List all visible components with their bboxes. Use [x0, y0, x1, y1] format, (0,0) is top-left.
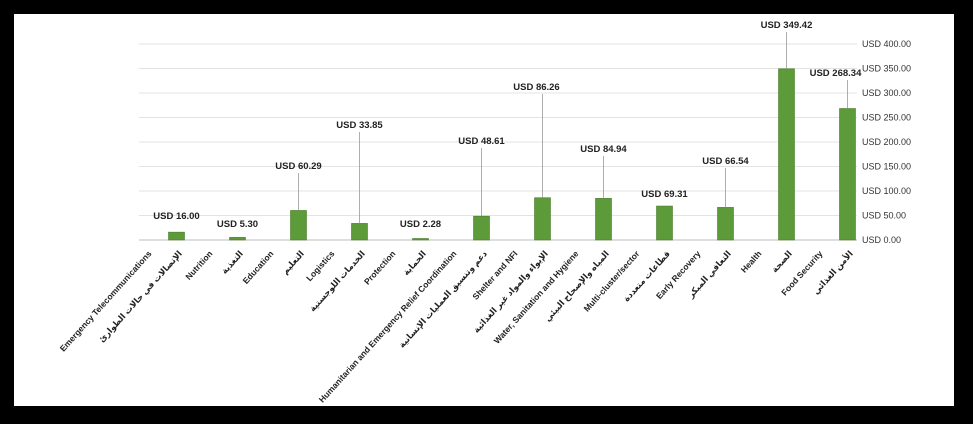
data-label: USD 48.61	[458, 136, 505, 147]
x-category-label: الحماية	[401, 249, 428, 278]
y-tick-label: USD 150.00	[862, 162, 911, 172]
y-tick-label: USD 0.00	[862, 235, 901, 245]
y-tick-label: USD 350.00	[862, 64, 911, 74]
x-category-label: Nutrition	[183, 249, 214, 282]
x-category-label: الصحة	[769, 249, 794, 275]
bar	[595, 198, 612, 241]
bar	[778, 68, 795, 241]
y-tick-label: USD 50.00	[862, 211, 906, 221]
bar	[839, 108, 856, 241]
y-tick-label: USD 250.00	[862, 113, 911, 123]
data-label: USD 86.26	[513, 82, 559, 93]
bar	[534, 197, 551, 241]
bar-chart: USD 16.00 USD 5.30 USD 60.29 USD 33.85 USD 2…	[58, 20, 911, 405]
bar	[229, 237, 246, 241]
x-category-label: Education	[241, 249, 276, 286]
bar	[656, 205, 673, 241]
bar	[351, 223, 368, 241]
data-label: USD 16.00	[153, 211, 199, 222]
bar	[168, 231, 185, 241]
data-label: USD 33.85	[336, 120, 383, 131]
data-label: USD 84.94	[580, 144, 627, 155]
y-tick-label: USD 400.00	[862, 39, 911, 49]
y-tick-label: USD 100.00	[862, 186, 911, 196]
x-category-label: التعليم	[280, 249, 306, 277]
chart-plot-area: USD 16.00 USD 5.30 USD 60.29 USD 33.85 USD 2…	[14, 14, 954, 406]
x-category-label: Multi-cluster/sector	[582, 248, 642, 313]
data-label: USD 349.42	[761, 20, 813, 31]
y-tick-label: USD 300.00	[862, 88, 911, 98]
x-category-label: Logistics	[304, 248, 337, 283]
data-label: USD 60.29	[275, 161, 321, 172]
bar	[717, 207, 734, 241]
data-label: USD 5.30	[217, 219, 258, 230]
data-label: USD 2.28	[400, 219, 441, 230]
data-label: USD 66.54	[702, 156, 749, 167]
bar	[412, 238, 429, 241]
y-tick-label: USD 200.00	[862, 137, 911, 147]
data-label: USD 268.34	[810, 68, 862, 79]
x-category-label: Protection	[362, 249, 398, 287]
x-category-label: Health	[739, 249, 764, 275]
x-category-label: التغذية	[219, 249, 245, 276]
x-category-label: الخدمات اللوجستية	[307, 249, 368, 315]
bar	[473, 215, 490, 241]
bar	[290, 210, 307, 241]
data-label: USD 69.31	[641, 189, 688, 200]
